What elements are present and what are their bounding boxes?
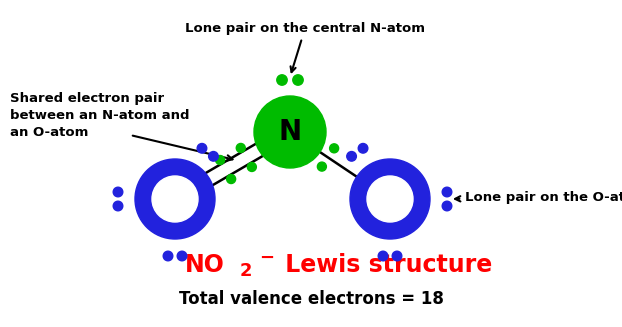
Circle shape <box>367 176 413 222</box>
Circle shape <box>216 156 225 164</box>
Circle shape <box>254 96 326 168</box>
Circle shape <box>392 251 402 261</box>
Text: N: N <box>279 118 302 146</box>
Text: 2: 2 <box>239 263 252 281</box>
Circle shape <box>277 75 287 85</box>
Circle shape <box>248 163 256 171</box>
Circle shape <box>330 144 338 153</box>
Circle shape <box>177 251 187 261</box>
Circle shape <box>236 144 245 152</box>
Circle shape <box>350 159 430 239</box>
Circle shape <box>347 151 356 161</box>
Circle shape <box>358 144 368 153</box>
Circle shape <box>113 201 123 211</box>
Text: Lone pair on the central N-atom: Lone pair on the central N-atom <box>185 22 425 72</box>
Circle shape <box>113 187 123 197</box>
Circle shape <box>317 162 327 171</box>
Circle shape <box>442 187 452 197</box>
Text: −: − <box>259 249 275 267</box>
Circle shape <box>442 201 452 211</box>
Text: NO: NO <box>185 253 225 277</box>
Circle shape <box>152 176 198 222</box>
Text: Shared electron pair
between an N-atom and
an O-atom: Shared electron pair between an N-atom a… <box>10 92 190 139</box>
Circle shape <box>378 251 388 261</box>
Text: Lone pair on the O-atom: Lone pair on the O-atom <box>455 191 622 203</box>
Circle shape <box>135 159 215 239</box>
Text: Total valence electrons = 18: Total valence electrons = 18 <box>179 290 443 308</box>
Text: O: O <box>165 187 185 211</box>
Circle shape <box>226 175 236 183</box>
Circle shape <box>163 251 173 261</box>
Circle shape <box>293 75 303 85</box>
Text: O: O <box>380 187 400 211</box>
Circle shape <box>197 144 207 153</box>
Text: Lewis structure: Lewis structure <box>277 253 492 277</box>
Circle shape <box>208 151 218 161</box>
